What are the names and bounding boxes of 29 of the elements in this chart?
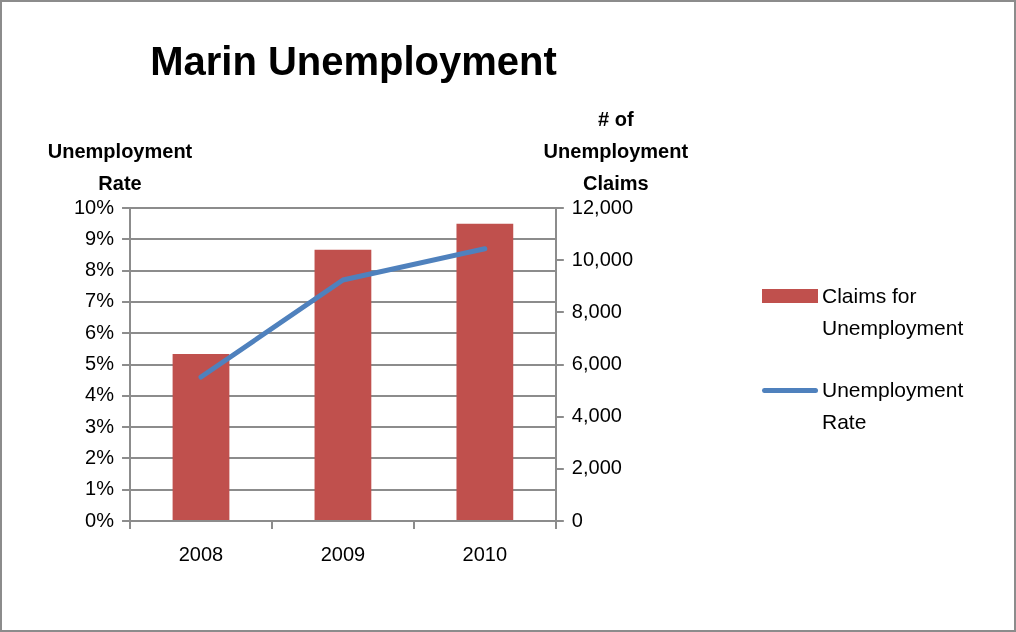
y2-tick-label: 12,000 (571, 195, 633, 218)
bar (172, 354, 230, 520)
y-tick-label: 5% (85, 352, 115, 375)
y2-tick-label: 8,000 (571, 299, 622, 322)
y-tick-label: 6% (85, 320, 115, 343)
y2-axis-title: # of Unemployment Claims (543, 108, 689, 194)
chart-title: Marin Unemployment (150, 39, 557, 84)
y-tick-label: 2% (85, 445, 115, 468)
y2-tick-label: 6,000 (571, 352, 622, 375)
y-tick-label: 10% (74, 195, 115, 218)
x-tick-label: 2009 (320, 542, 366, 565)
y2-tick-label: 2,000 (571, 456, 622, 479)
y-tick-label: 1% (85, 477, 115, 500)
y2-tick-label: 4,000 (571, 404, 622, 427)
y2-tick-label: 10,000 (571, 247, 633, 270)
y-tick-label: 7% (85, 289, 115, 312)
y-tick-label: 8% (85, 258, 115, 281)
y2-tick-label: 0 (571, 508, 583, 531)
y-tick-label: 3% (85, 414, 115, 437)
bar (314, 249, 372, 520)
bar (456, 223, 514, 520)
x-tick-label: 2008 (178, 542, 224, 565)
x-tick-label: 2010 (462, 542, 508, 565)
y-tick-label: 9% (85, 226, 115, 249)
legend-label: Claims for Unemployment (822, 283, 965, 341)
y-tick-label: 4% (85, 383, 115, 406)
y-axis-title: Unemployment Rate (47, 140, 193, 194)
legend-label: Unemployment Rate (822, 377, 965, 435)
y-tick-label: 0% (85, 508, 115, 531)
